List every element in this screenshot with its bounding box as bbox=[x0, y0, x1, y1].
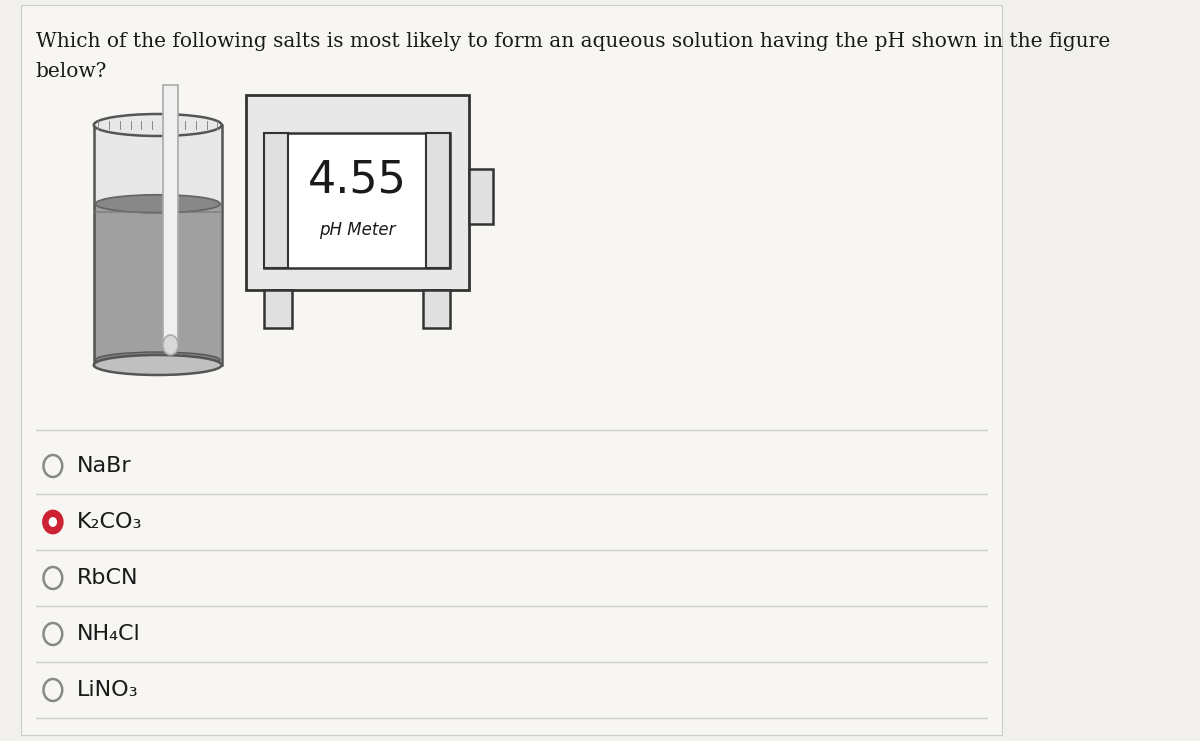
Bar bbox=[469, 169, 493, 224]
Text: Which of the following salts is most likely to form an aqueous solution having t: Which of the following salts is most lik… bbox=[36, 32, 1110, 51]
Text: K₂CO₃: K₂CO₃ bbox=[77, 512, 143, 532]
Circle shape bbox=[49, 517, 58, 527]
Bar bbox=[426, 133, 450, 268]
Bar bbox=[422, 290, 450, 328]
Text: 4.55: 4.55 bbox=[308, 159, 407, 202]
Polygon shape bbox=[94, 125, 222, 365]
Ellipse shape bbox=[94, 114, 222, 136]
Polygon shape bbox=[96, 204, 220, 360]
Text: RbCN: RbCN bbox=[77, 568, 138, 588]
Text: pH Meter: pH Meter bbox=[319, 222, 396, 239]
Bar bbox=[264, 133, 450, 268]
Ellipse shape bbox=[96, 352, 220, 368]
Ellipse shape bbox=[96, 195, 220, 213]
Circle shape bbox=[43, 511, 62, 533]
Bar bbox=[264, 290, 292, 328]
Text: LiNO₃: LiNO₃ bbox=[77, 680, 138, 700]
Ellipse shape bbox=[94, 355, 222, 375]
Text: NaBr: NaBr bbox=[77, 456, 131, 476]
Bar bbox=[246, 95, 469, 290]
Ellipse shape bbox=[163, 335, 179, 355]
Bar bbox=[264, 133, 288, 268]
Text: NH₄Cl: NH₄Cl bbox=[77, 624, 140, 644]
Bar bbox=[163, 85, 179, 345]
Text: below?: below? bbox=[36, 62, 107, 81]
